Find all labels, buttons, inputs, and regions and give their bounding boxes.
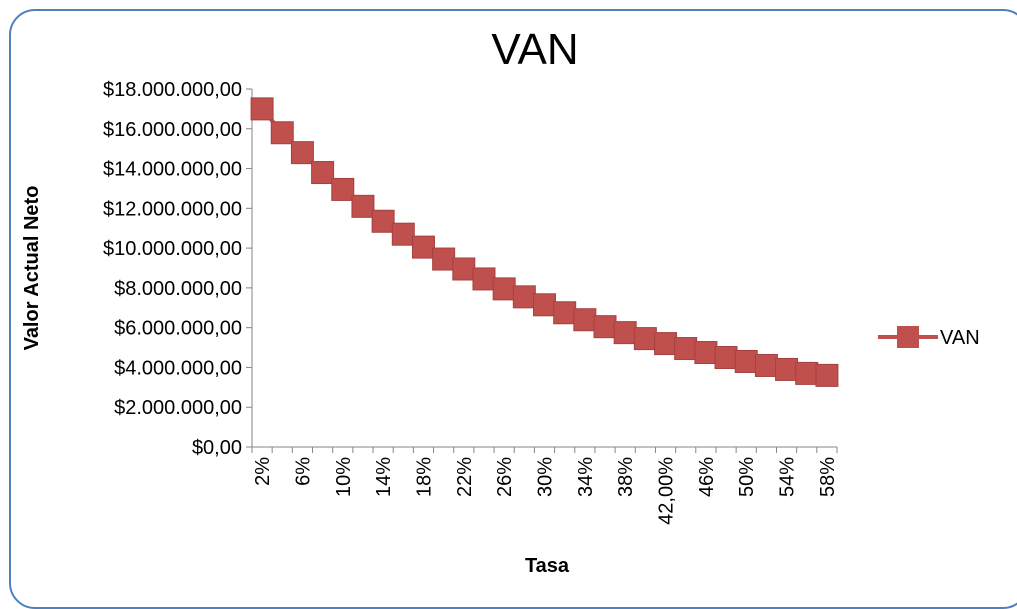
chart: VAN $0,00 $2.000.000,00 $4.000.000,00 $6.00… — [21, 25, 980, 577]
data-point-marker — [371, 209, 395, 233]
series-line — [260, 107, 828, 378]
x-axis-ticks: 2% 6% 10% 14% 18% 22% 26% 30% 34% 38% 42,00% 46% 50%… — [251, 447, 839, 525]
data-point-marker — [533, 293, 556, 317]
data-point-marker — [654, 332, 678, 356]
data-point-marker — [331, 177, 355, 201]
data-point-marker — [452, 257, 476, 281]
y-tick-label: $6.000.000,00 — [114, 318, 242, 340]
data-point-marker — [553, 301, 577, 325]
series-layer — [250, 97, 839, 387]
y-tick-label: $18.000.000,00 — [103, 79, 242, 101]
y-tick-label: $8.000.000,00 — [114, 278, 242, 300]
legend: VAN — [878, 326, 980, 349]
x-tick-label: 10% — [333, 457, 355, 497]
data-point-marker — [775, 357, 799, 381]
data-point-marker — [311, 161, 335, 185]
x-tick-label: 46% — [696, 457, 718, 497]
data-point-marker — [633, 327, 657, 351]
data-point-marker — [573, 308, 597, 332]
data-point-marker — [795, 361, 819, 385]
y-axis-title: Valor Actual Neto — [21, 186, 43, 351]
data-point-marker — [714, 346, 738, 369]
legend-label: VAN — [940, 327, 980, 349]
x-tick-label: 22% — [454, 457, 476, 497]
x-tick-label: 34% — [575, 457, 597, 497]
data-point-marker — [674, 337, 698, 361]
data-point-marker — [270, 121, 294, 145]
y-tick-label: $10.000.000,00 — [103, 238, 242, 260]
data-point-marker — [351, 194, 375, 218]
data-point-marker — [472, 267, 496, 291]
y-tick-label: $16.000.000,00 — [103, 119, 242, 141]
data-point-marker — [815, 363, 839, 387]
y-tick-label: $4.000.000,00 — [114, 357, 242, 379]
data-point-marker — [411, 235, 435, 259]
x-tick-label: 18% — [413, 457, 435, 497]
data-point-marker — [250, 97, 274, 121]
y-tick-label: $12.000.000,00 — [103, 198, 242, 220]
x-tick-label: 42,00% — [656, 457, 678, 525]
x-tick-label: 6% — [292, 457, 314, 486]
data-point-marker — [613, 321, 637, 345]
y-tick-label: $14.000.000,00 — [103, 159, 242, 181]
legend-marker — [897, 326, 919, 348]
y-axis-ticks: $0,00 $2.000.000,00 $4.000.000,00 $6.000.00… — [103, 79, 252, 459]
data-point-marker — [754, 353, 778, 377]
y-tick-label: $0,00 — [192, 437, 242, 459]
x-tick-label: 14% — [373, 457, 395, 497]
data-point-marker — [492, 277, 516, 301]
data-point-marker — [432, 247, 456, 271]
y-tick-label: $2.000.000,00 — [114, 397, 242, 419]
data-point-marker — [391, 222, 415, 246]
x-tick-label: 30% — [535, 457, 557, 497]
chart-frame — [9, 9, 1017, 609]
data-point-marker — [593, 315, 617, 339]
x-tick-label: 38% — [615, 457, 637, 497]
data-point-marker — [512, 285, 536, 309]
x-tick-label: 50% — [736, 457, 758, 497]
chart-title: VAN — [491, 25, 578, 74]
x-tick-label: 2% — [252, 457, 274, 486]
x-axis-title: Tasa — [525, 555, 570, 577]
x-tick-label: 26% — [494, 457, 516, 497]
x-tick-label: 54% — [777, 457, 799, 497]
x-tick-label: 58% — [817, 457, 839, 497]
data-point-marker — [734, 349, 758, 373]
data-point-marker — [694, 341, 718, 365]
data-point-marker — [290, 141, 314, 165]
